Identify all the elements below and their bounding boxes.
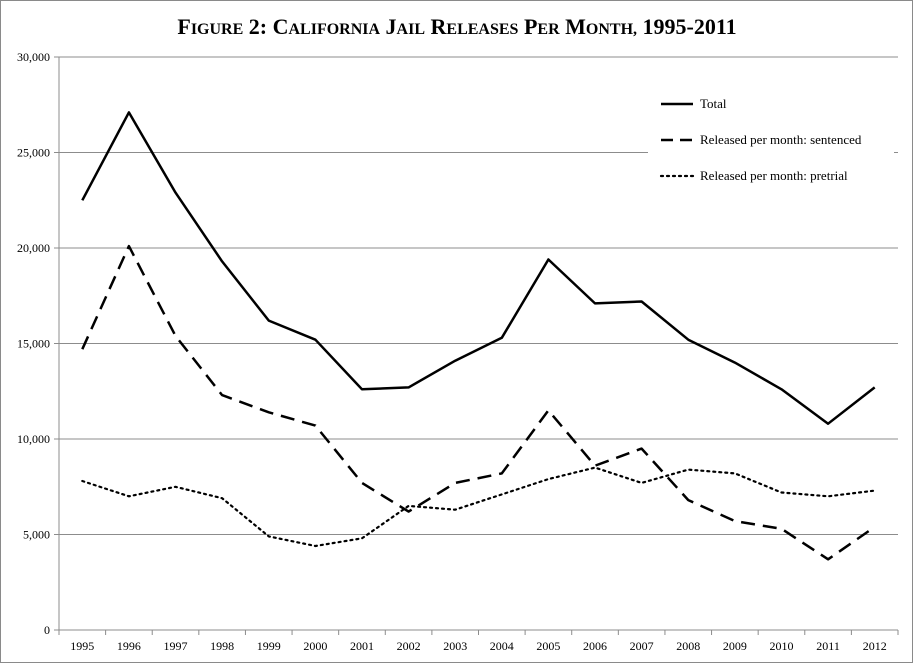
y-tick-label: 0 [44, 623, 50, 637]
x-tick-label: 1999 [257, 639, 281, 653]
chart-title: FIGURE 2: CALIFORNIA JAIL RELEASES PER M… [177, 14, 736, 39]
x-tick-label: 1997 [164, 639, 188, 653]
x-tick-label: 2001 [350, 639, 374, 653]
series-lines [81, 111, 876, 561]
legend: Total Released per month: sentenced Releas… [648, 81, 894, 196]
x-tick-label: 2003 [443, 639, 467, 653]
x-tick-label: 2002 [397, 639, 421, 653]
x-tick-label: 2007 [630, 639, 654, 653]
legend-label: Total [700, 96, 727, 111]
x-tick-label: 2011 [816, 639, 840, 653]
x-tick-label: 2006 [583, 639, 607, 653]
y-tick-label: 20,000 [17, 241, 50, 255]
legend-background [648, 81, 894, 196]
legend-label: Released per month: pretrial [700, 168, 848, 183]
x-tick-label: 2010 [769, 639, 793, 653]
x-tick-label: 1996 [117, 639, 141, 653]
x-tick-label: 1995 [70, 639, 94, 653]
gridlines [59, 56, 898, 535]
y-tick-label: 10,000 [17, 432, 50, 446]
y-tick-label: 25,000 [17, 146, 50, 160]
y-tick-label: 30,000 [17, 50, 50, 64]
x-tick-label: 2008 [676, 639, 700, 653]
x-tick-label: 2004 [490, 639, 514, 653]
x-tick-label: 2005 [536, 639, 560, 653]
legend-label: Released per month: sentenced [700, 132, 862, 147]
x-tick-label: 1998 [210, 639, 234, 653]
axes: 0 5,000 10,000 15,000 20,000 25,000 30,000 1995… [17, 50, 899, 653]
y-tick-label: 15,000 [17, 337, 50, 351]
series-line-solid [81, 111, 876, 425]
x-tick-label: 2000 [303, 639, 327, 653]
x-tick-label: 2012 [863, 639, 887, 653]
y-tick-label: 5,000 [23, 528, 50, 542]
series-line-dotted [81, 466, 876, 548]
x-tick-label: 2009 [723, 639, 747, 653]
series-line-dashed [81, 244, 876, 561]
